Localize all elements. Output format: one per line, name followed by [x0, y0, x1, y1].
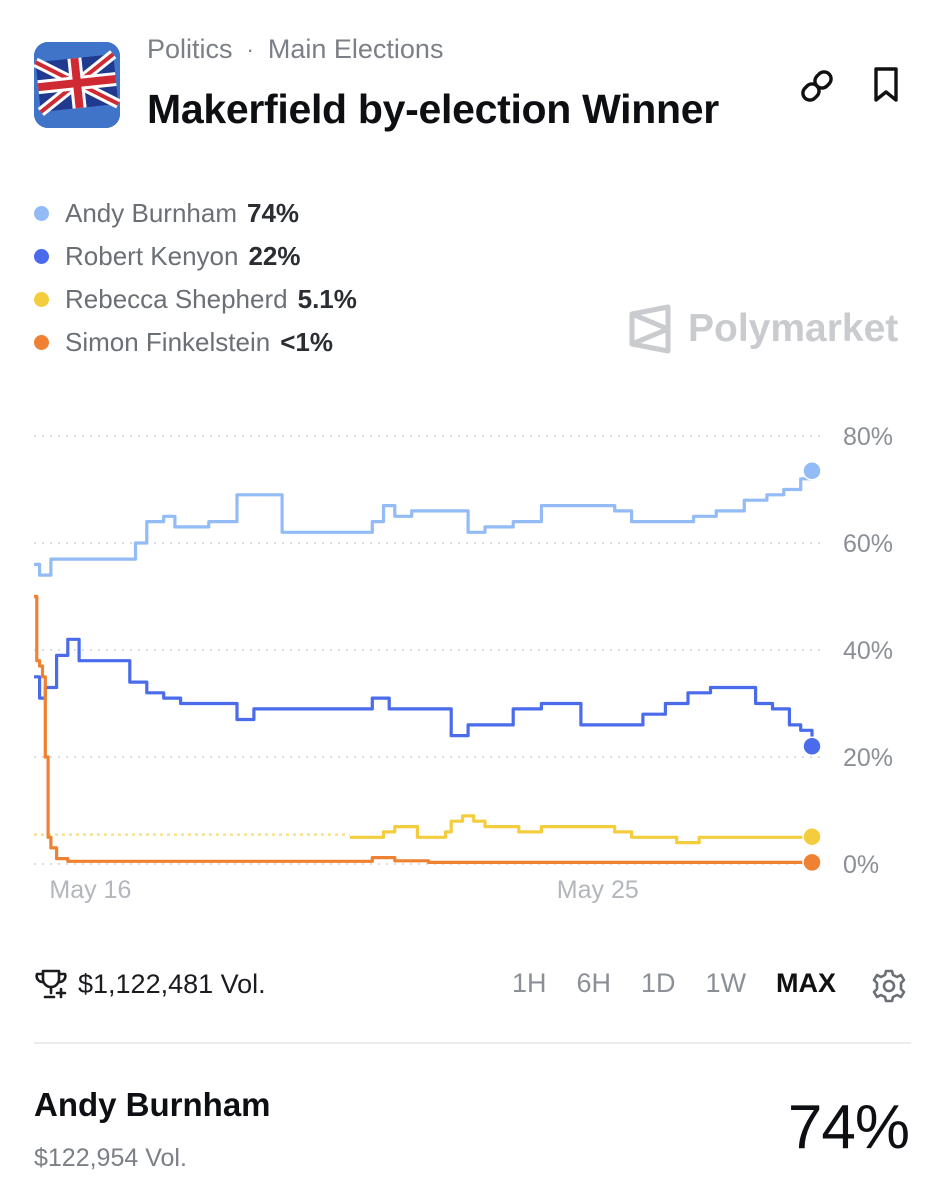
range-1d[interactable]: 1D	[641, 968, 676, 998]
y-tick-label: 40%	[843, 637, 893, 665]
chart-legend: Andy Burnham 74% Robert Kenyon 22% Rebec…	[34, 192, 357, 364]
outcome-volume: $122,954 Vol.	[34, 1144, 187, 1172]
price-history-chart[interactable]: 0% 20% 40% 60% 80% May 16 May 25	[0, 380, 945, 920]
legend-name: Robert Kenyon	[65, 241, 239, 271]
outcome-probability: 74%	[787, 1093, 910, 1162]
series-line	[34, 594, 812, 864]
link-icon[interactable]	[797, 66, 837, 106]
series-line	[34, 637, 814, 747]
breadcrumb-category[interactable]: Politics	[147, 34, 233, 64]
breadcrumb: Politics · Main Elections	[147, 34, 443, 65]
legend-item[interactable]: Andy Burnham 74%	[34, 192, 357, 235]
outcome-name[interactable]: Andy Burnham	[34, 1086, 271, 1123]
legend-name: Andy Burnham	[65, 198, 237, 228]
uk-flag-icon	[34, 42, 120, 128]
series-end-dot	[802, 736, 822, 757]
legend-pct: 22%	[248, 241, 301, 271]
trophy-icon	[35, 969, 67, 999]
legend-item[interactable]: Rebecca Shepherd 5.1%	[34, 278, 357, 321]
legend-dot	[34, 292, 49, 307]
bookmark-icon[interactable]	[866, 64, 906, 104]
page-title: Makerfield by-election Winner	[147, 86, 719, 132]
y-tick-label: 0%	[843, 851, 879, 879]
range-max[interactable]: MAX	[776, 968, 837, 998]
gear-icon[interactable]	[871, 968, 907, 1004]
x-tick-label: May 25	[557, 876, 639, 904]
series-end-dot	[802, 852, 822, 873]
divider	[34, 1042, 911, 1044]
range-1h[interactable]: 1H	[512, 968, 547, 998]
legend-name: Rebecca Shepherd	[65, 284, 288, 314]
time-range-selector: 1H 6H 1D 1W MAX	[512, 968, 836, 999]
range-6h[interactable]: 6H	[576, 968, 612, 998]
legend-dot	[34, 335, 49, 350]
legend-item[interactable]: Simon Finkelstein <1%	[34, 321, 357, 364]
series-end-dot	[802, 826, 822, 847]
x-tick-label: May 16	[49, 876, 131, 904]
legend-dot	[34, 249, 49, 264]
range-1w[interactable]: 1W	[705, 968, 747, 998]
legend-dot	[34, 206, 49, 221]
legend-pct: 74%	[246, 198, 300, 228]
legend-name: Simon Finkelstein	[65, 327, 271, 357]
y-tick-label: 60%	[843, 530, 893, 558]
breadcrumb-subcategory[interactable]: Main Elections	[267, 34, 444, 64]
series-line	[34, 470, 814, 577]
series-end-dot	[802, 461, 822, 481]
legend-item[interactable]: Robert Kenyon 22%	[34, 235, 357, 278]
watermark-text: Polymarket	[688, 307, 899, 350]
breadcrumb-separator: ·	[246, 36, 254, 62]
y-tick-label: 80%	[843, 423, 893, 451]
total-volume: $1,122,481 Vol.	[34, 968, 266, 1000]
polymarket-logo-icon	[629, 304, 671, 354]
legend-pct: 5.1%	[297, 284, 357, 314]
total-volume-text: $1,122,481 Vol.	[78, 968, 266, 999]
series-line	[349, 814, 814, 845]
y-tick-label: 20%	[843, 744, 893, 772]
legend-pct: <1%	[280, 327, 333, 357]
polymarket-watermark: Polymarket	[628, 304, 898, 354]
